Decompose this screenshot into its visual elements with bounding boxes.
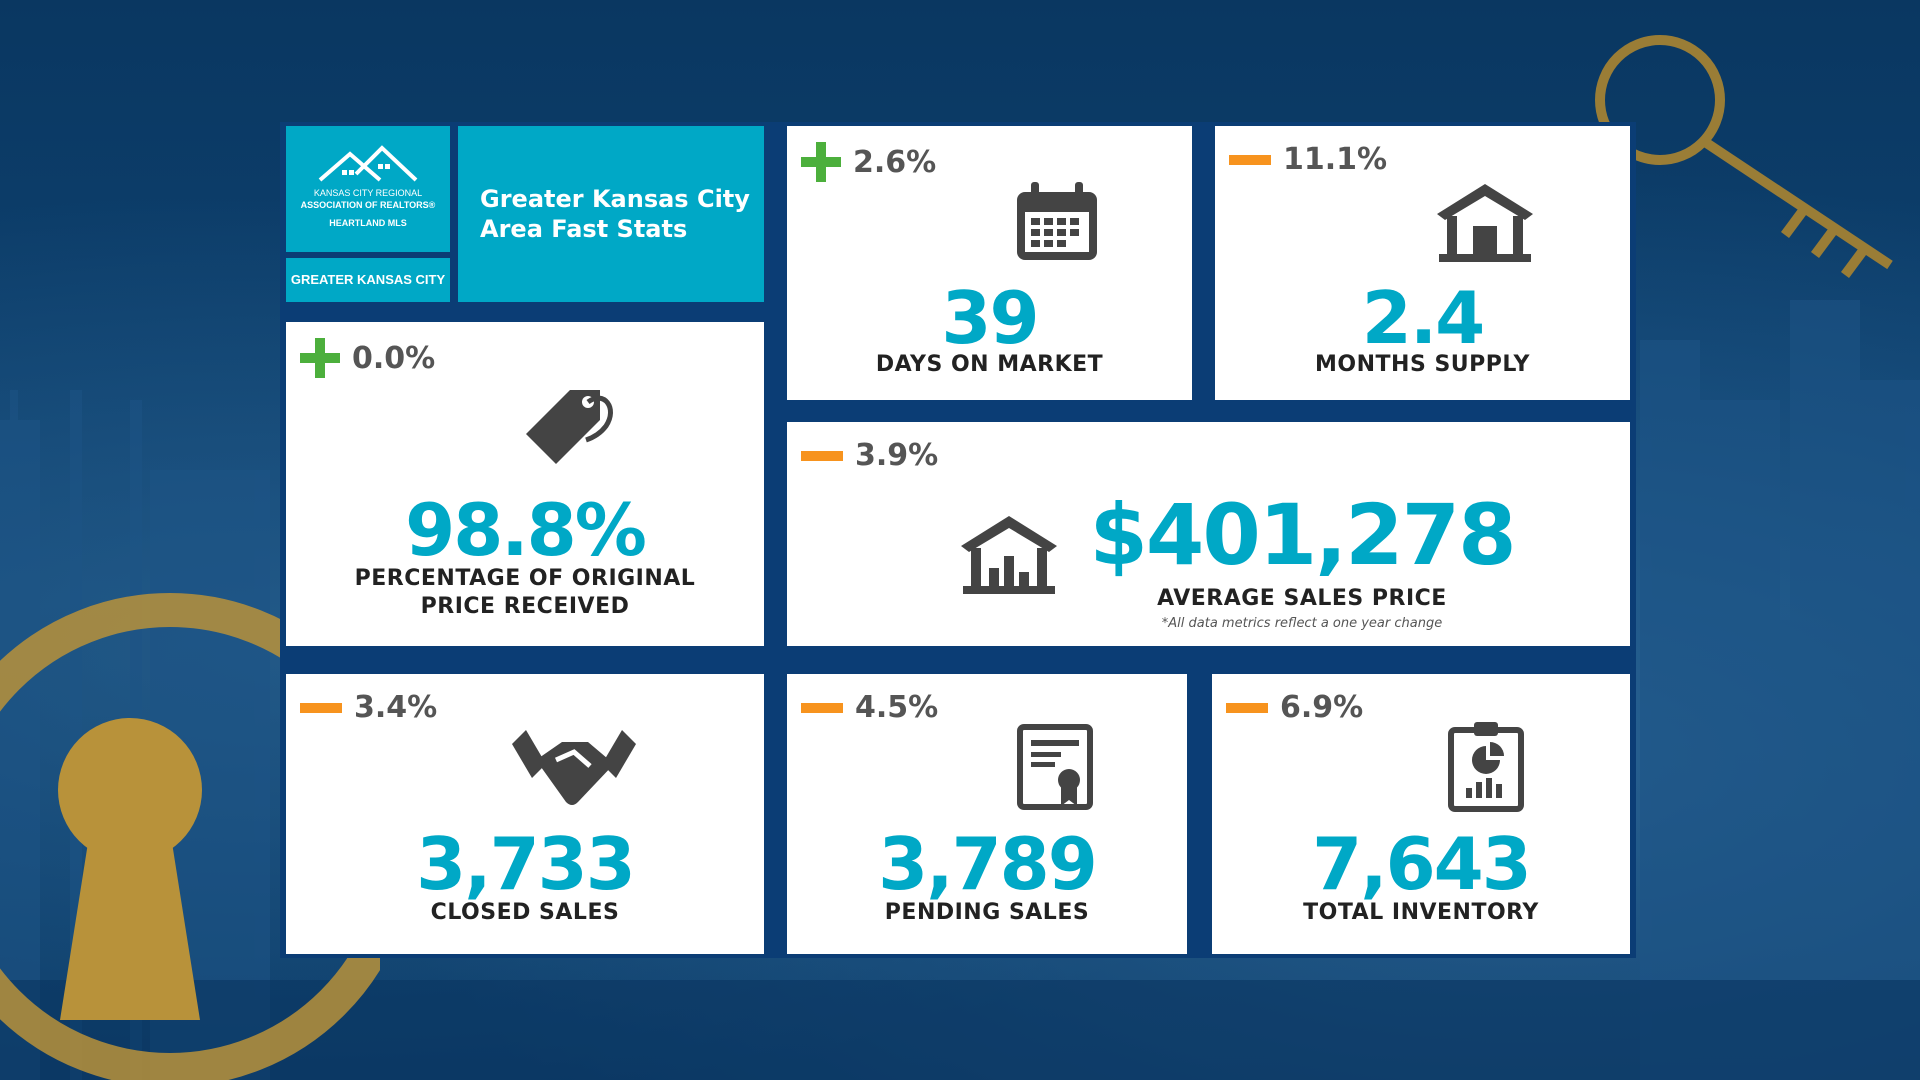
stat-value: $401,278 bbox=[1089, 486, 1516, 584]
stat-value: 98.8% bbox=[405, 488, 647, 572]
stat-label-line-1: PERCENTAGE OF ORIGINAL bbox=[354, 566, 696, 591]
logo-line-2: ASSOCIATION OF REALTORS® bbox=[300, 200, 436, 210]
house-icon bbox=[1437, 184, 1533, 262]
change-value: 11.1% bbox=[1283, 142, 1388, 177]
price-tag-icon bbox=[526, 390, 613, 464]
stat-card-pending-sales: 4.5% 3,789 PENDING SALES bbox=[787, 674, 1187, 954]
stat-label: PENDING SALES bbox=[884, 900, 1090, 925]
change-value: 3.9% bbox=[855, 438, 939, 473]
handshake-icon bbox=[512, 730, 636, 805]
title-block: Greater Kansas City Area Fast Stats bbox=[458, 126, 764, 302]
stat-card-average-sales-price: 3.9% $401,278 AVERAGE SALES PRICE *All d… bbox=[787, 422, 1630, 646]
minus-icon bbox=[1229, 154, 1271, 165]
change-indicator: 6.9% bbox=[1226, 690, 1363, 725]
change-indicator: 0.0% bbox=[300, 338, 435, 378]
stat-card-total-inventory: 6.9% 7,643 TOTAL INVENTORY bbox=[1212, 674, 1630, 954]
clipboard-chart-icon bbox=[1448, 722, 1524, 812]
change-indicator: 3.9% bbox=[801, 438, 938, 473]
stat-value: 39 bbox=[941, 276, 1039, 360]
stat-label: MONTHS SUPPLY bbox=[1315, 352, 1530, 377]
stat-card-months-supply: 11.1% 2.4 MONTHS SUPPLY bbox=[1215, 126, 1630, 400]
stat-value: 3,789 bbox=[878, 822, 1098, 906]
page-title: Greater Kansas City Area Fast Stats bbox=[480, 185, 750, 243]
plus-icon bbox=[300, 338, 340, 378]
change-value: 2.6% bbox=[853, 144, 937, 180]
change-indicator: 4.5% bbox=[801, 690, 938, 725]
gold-key-icon bbox=[1595, 35, 1893, 278]
change-indicator: 3.4% bbox=[300, 690, 437, 725]
certificate-icon bbox=[1017, 724, 1093, 810]
region-block: GREATER KANSAS CITY bbox=[286, 258, 450, 302]
gold-keyhole-icon bbox=[0, 593, 380, 1080]
logo-line-1: KANSAS CITY REGIONAL bbox=[313, 188, 423, 198]
stat-card-percentage-original-price: 0.0% 98.8% PERCENTAGE OF ORIGINAL PRICE … bbox=[286, 322, 764, 646]
stat-card-closed-sales: 3.4% 3,733 CLOSED SALES bbox=[286, 674, 764, 954]
region-label: GREATER KANSAS CITY bbox=[290, 272, 446, 287]
roof-logo-icon bbox=[318, 145, 418, 182]
change-indicator: 2.6% bbox=[801, 142, 936, 182]
stat-label: AVERAGE SALES PRICE bbox=[1157, 586, 1447, 611]
minus-icon bbox=[1226, 702, 1268, 713]
change-indicator: 11.1% bbox=[1229, 142, 1387, 177]
logo-block: KANSAS CITY REGIONAL ASSOCIATION OF REAL… bbox=[286, 126, 450, 252]
stat-label: DAYS ON MARKET bbox=[875, 352, 1104, 377]
change-value: 0.0% bbox=[352, 340, 436, 376]
stat-value: 3,733 bbox=[416, 822, 636, 906]
minus-icon bbox=[300, 702, 342, 713]
stat-card-days-on-market: 2.6% 39 DAYS ON MARKET bbox=[787, 126, 1192, 400]
stats-panel: KANSAS CITY REGIONAL ASSOCIATION OF REAL… bbox=[280, 122, 1636, 958]
stat-value: 7,643 bbox=[1312, 822, 1532, 906]
plus-icon bbox=[801, 142, 841, 182]
footnote: *All data metrics reflect a one year cha… bbox=[1161, 616, 1443, 631]
logo-line-3: HEARTLAND MLS bbox=[329, 218, 407, 228]
change-value: 3.4% bbox=[354, 690, 438, 725]
house-chart-icon bbox=[961, 516, 1057, 594]
stat-value: 2.4 bbox=[1361, 276, 1486, 360]
change-value: 4.5% bbox=[855, 690, 939, 725]
stat-label-line-2: PRICE RECEIVED bbox=[420, 594, 630, 619]
stat-label: CLOSED SALES bbox=[430, 900, 620, 925]
minus-icon bbox=[801, 450, 843, 461]
change-value: 6.9% bbox=[1280, 690, 1364, 725]
minus-icon bbox=[801, 702, 843, 713]
calendar-icon bbox=[1017, 182, 1097, 260]
stat-label: TOTAL INVENTORY bbox=[1303, 900, 1539, 925]
